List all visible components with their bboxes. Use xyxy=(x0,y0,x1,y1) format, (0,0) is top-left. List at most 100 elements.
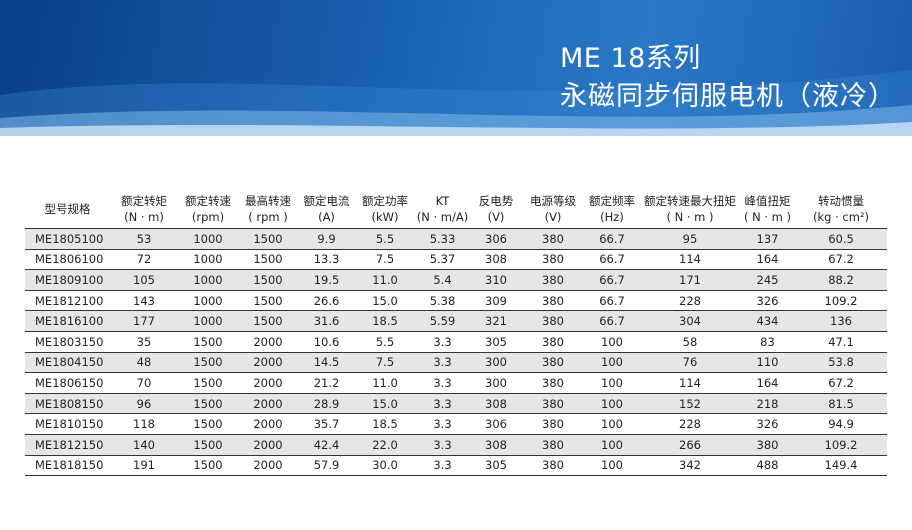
table-cell: ME1804150 xyxy=(25,352,110,374)
column-header: 额定功率 (kW) xyxy=(355,190,415,229)
table-cell: 380 xyxy=(522,455,584,477)
table-cell: 164 xyxy=(740,249,795,271)
table-cell: 5.5 xyxy=(355,228,415,250)
table-cell: 22.0 xyxy=(355,434,415,456)
table-cell: 5.33 xyxy=(415,228,470,250)
table-row: ME1812100 143 1000 1500 26.6 15.0 5.38 309 380 66… xyxy=(25,290,887,312)
table-cell: 304 xyxy=(640,310,740,332)
table-cell: 380 xyxy=(522,393,584,415)
column-name: 峰值扭矩 xyxy=(744,194,791,208)
table-cell: 1000 xyxy=(178,269,238,291)
table-cell: 13.3 xyxy=(298,249,355,271)
table-cell: 143 xyxy=(110,290,178,312)
table-cell: 2000 xyxy=(238,434,298,456)
table-row: ME1803150 35 1500 2000 10.6 5.5 3.3 305 380 100 58… xyxy=(25,331,887,353)
column-unit: ( N · m ) xyxy=(666,210,714,224)
table-cell: 66.7 xyxy=(584,249,640,271)
table-cell: 1500 xyxy=(178,393,238,415)
table-cell: 136 xyxy=(795,310,887,332)
table-cell: 9.9 xyxy=(298,228,355,250)
table-cell: 1500 xyxy=(238,310,298,332)
table-cell: 53.8 xyxy=(795,352,887,374)
table-cell: 380 xyxy=(740,434,795,456)
table-cell: ME1810150 xyxy=(25,413,110,435)
table-cell: 72 xyxy=(110,249,178,271)
banner-waves xyxy=(0,70,912,136)
table-cell: 380 xyxy=(522,228,584,250)
table-cell: 152 xyxy=(640,393,740,415)
column-header: 型号规格 xyxy=(25,190,110,229)
column-header: 反电势 (V) xyxy=(470,190,522,229)
table-cell: ME1806100 xyxy=(25,249,110,271)
table-cell: 94.9 xyxy=(795,413,887,435)
table-cell: 326 xyxy=(740,413,795,435)
table-cell: 114 xyxy=(640,372,740,394)
table-cell: 177 xyxy=(110,310,178,332)
column-header: 额定频率 (Hz) xyxy=(584,190,640,229)
table-cell: 171 xyxy=(640,269,740,291)
table-cell: 100 xyxy=(584,413,640,435)
table-cell: 380 xyxy=(522,434,584,456)
table-cell: ME1812150 xyxy=(25,434,110,456)
column-unit: (N · m/A) xyxy=(416,210,469,224)
table-cell: 326 xyxy=(740,290,795,312)
table-cell: 1000 xyxy=(178,290,238,312)
table-cell: 3.3 xyxy=(415,413,470,435)
subtitle: 永磁同步伺服电机（液冷） xyxy=(560,81,896,112)
table-cell: 109.2 xyxy=(795,434,887,456)
table-cell: 2000 xyxy=(238,372,298,394)
table-cell: 11.0 xyxy=(355,269,415,291)
table-cell: 35 xyxy=(110,331,178,353)
table-cell: 67.2 xyxy=(795,372,887,394)
table-cell: 100 xyxy=(584,372,640,394)
table-cell: 380 xyxy=(522,249,584,271)
table-cell: 1000 xyxy=(178,249,238,271)
table-cell: 434 xyxy=(740,310,795,332)
table-cell: 66.7 xyxy=(584,310,640,332)
table-cell: 7.5 xyxy=(355,249,415,271)
table-cell: 66.7 xyxy=(584,290,640,312)
table-cell: 21.2 xyxy=(298,372,355,394)
table-cell: 321 xyxy=(470,310,522,332)
column-header: 额定电流 (A) xyxy=(298,190,355,229)
table-cell: 60.5 xyxy=(795,228,887,250)
table-cell: 18.5 xyxy=(355,413,415,435)
table-row: ME1808150 96 1500 2000 28.9 15.0 3.3 308 380 100 1… xyxy=(25,393,887,415)
column-unit: (V) xyxy=(544,210,562,224)
column-name: 额定频率 xyxy=(589,194,635,208)
table-cell: 5.38 xyxy=(415,290,470,312)
column-header: 额定转矩 (N · m) xyxy=(110,190,178,229)
table-cell: 2000 xyxy=(238,413,298,435)
table-cell: 88.2 xyxy=(795,269,887,291)
table-cell: 380 xyxy=(522,352,584,374)
column-name: 型号规格 xyxy=(44,202,91,216)
table-cell: 310 xyxy=(470,269,522,291)
banner: ME 18系列 永磁同步伺服电机（液冷） xyxy=(0,0,912,136)
table-cell: ME1809100 xyxy=(25,269,110,291)
column-unit: (Hz) xyxy=(600,210,624,224)
table-cell: 380 xyxy=(522,269,584,291)
table-cell: ME1805100 xyxy=(25,228,110,250)
table-cell: 47.1 xyxy=(795,331,887,353)
column-name: 最高转速 xyxy=(245,194,291,208)
table-cell: 83 xyxy=(740,331,795,353)
table-cell: 3.3 xyxy=(415,455,470,477)
table-cell: 1500 xyxy=(178,455,238,477)
table-cell: ME1808150 xyxy=(25,393,110,415)
table-cell: 306 xyxy=(470,228,522,250)
column-unit: (kW) xyxy=(371,210,399,224)
table-cell: 100 xyxy=(584,455,640,477)
table-row: ME1812150 140 1500 2000 42.4 22.0 3.3 308 380 100… xyxy=(25,434,887,456)
table-cell: 149.4 xyxy=(795,455,887,477)
table-cell: 3.3 xyxy=(415,393,470,415)
table-row: ME1809100 105 1000 1500 19.5 11.0 5.4 310 380 66.… xyxy=(25,269,887,291)
table-cell: 1500 xyxy=(178,331,238,353)
table-cell: 100 xyxy=(584,393,640,415)
table-cell: 137 xyxy=(740,228,795,250)
table-cell: 105 xyxy=(110,269,178,291)
table-cell: 1500 xyxy=(238,228,298,250)
table-cell: 42.4 xyxy=(298,434,355,456)
table-cell: 305 xyxy=(470,331,522,353)
table-cell: 2000 xyxy=(238,352,298,374)
table-cell: 118 xyxy=(110,413,178,435)
